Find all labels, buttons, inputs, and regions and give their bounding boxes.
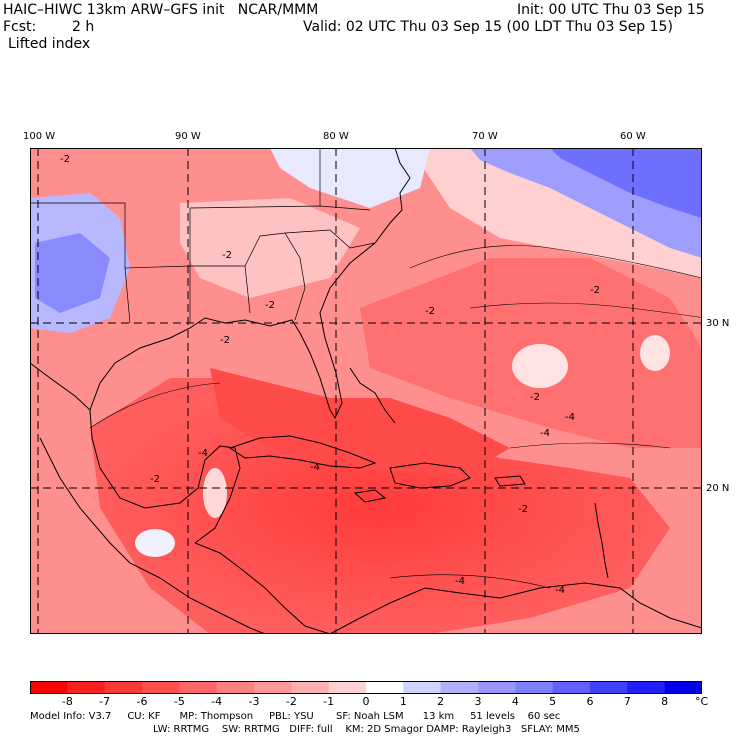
field-light-spot-2 [640, 335, 670, 371]
field-stable-texas-core [35, 233, 110, 313]
contour-label: -2 [220, 335, 230, 346]
contour-label: -2 [518, 504, 528, 515]
field-light-mid-atlantic [270, 148, 430, 208]
contour-label: -4 [310, 462, 320, 473]
field-light-spot-yucatan [203, 468, 227, 518]
colorbar-segment [254, 681, 292, 694]
lat-label-20n: 20 N [706, 483, 730, 494]
contour-label: -4 [455, 576, 465, 587]
colorbar-tick-label: 3 [474, 695, 482, 708]
lat-label-30n: 30 N [706, 318, 730, 329]
colorbar-segment [30, 681, 68, 694]
contour-label: -4 [555, 585, 565, 596]
lifted-index-map: -2 -2 -2 -2 -2 -2 -2 -2 -4 -4 -4 -4 -4 -… [30, 148, 702, 634]
colorbar-segment [291, 681, 330, 694]
colorbar-tick-label: 1 [399, 695, 407, 708]
colorbar-segment [590, 681, 628, 694]
colorbar-segment [440, 681, 479, 694]
model-info-line2: LW: RRTMG SW: RRTMG DIFF: full KM: 2D Sm… [153, 724, 580, 735]
colorbar-unit: °C [695, 695, 709, 708]
coastlines [30, 148, 702, 634]
contour-label: -2 [530, 392, 540, 403]
contour-label: -4 [540, 428, 550, 439]
colorbar-segment [515, 681, 554, 694]
colorbar-segment [552, 681, 591, 694]
colorbar-segment [104, 681, 143, 694]
colorbar-segment [366, 681, 404, 694]
forecast-label: Fcst: [3, 19, 37, 35]
model-title: HAIC–HIWC 13km ARW–GFS init NCAR/MMM [3, 2, 319, 18]
contour-label: -4 [198, 448, 208, 459]
lon-label-60w: 60 W [620, 131, 646, 142]
contours [89, 245, 702, 589]
field-light-se-us [180, 198, 360, 298]
colorbar-tick-label: 0 [362, 695, 370, 708]
colorbar-tick-label: -2 [285, 695, 297, 708]
state-borders [30, 148, 376, 324]
lon-label-90w: 90 W [175, 131, 201, 142]
contour-label: -2 [60, 154, 70, 165]
valid-time: Valid: 02 UTC Thu 03 Sep 15 (00 LDT Thu … [303, 19, 673, 35]
field-stable-ne-core [550, 148, 702, 218]
colorbar-tick-label: -1 [323, 695, 335, 708]
colorbar-segment [478, 681, 516, 694]
colorbar-segment [67, 681, 106, 694]
lon-label-100w: 100 W [23, 131, 56, 142]
contour-label: -2 [425, 306, 435, 317]
colorbar-segment [142, 681, 180, 694]
colorbar-tick-label: -3 [248, 695, 260, 708]
colorbar-segment [403, 681, 442, 694]
contour-label: -2 [265, 300, 275, 311]
colorbar-segment [664, 681, 702, 694]
colorbar-tick-label: 8 [661, 695, 669, 708]
colorbar-segment [627, 681, 666, 694]
colorbar-tick-label: 5 [549, 695, 557, 708]
colorbar [30, 681, 702, 694]
colorbar-tick-label: 4 [511, 695, 519, 708]
field-light-spot-1 [512, 344, 568, 388]
contour-label: -4 [565, 412, 575, 423]
model-info-line1: Model Info: V3.7 CU: KF MP: Thompson PBL… [30, 711, 561, 722]
lon-label-70w: 70 W [472, 131, 498, 142]
lon-label-80w: 80 W [323, 131, 349, 142]
colorbar-tick-label: -4 [211, 695, 223, 708]
init-time: Init: 00 UTC Thu 03 Sep 15 [517, 2, 705, 18]
colorbar-tick-label: 7 [623, 695, 631, 708]
forecast-hour: 2 h [72, 19, 95, 35]
colorbar-tick-label: -6 [136, 695, 148, 708]
contour-label: -2 [590, 285, 600, 296]
field-unstable-gulf-core [210, 368, 510, 478]
field-light-spot-central-america [135, 529, 175, 557]
field-unstable-caribbean [90, 378, 670, 634]
colorbar-segment [216, 681, 255, 694]
colorbar-tick-label: 6 [586, 695, 594, 708]
field-name: Lifted index [8, 36, 91, 52]
colorbar-tick-label: 2 [437, 695, 445, 708]
graticule [30, 148, 702, 634]
colorbar-tick-label: -8 [61, 695, 73, 708]
contour-label: -2 [222, 250, 232, 261]
contour-label-group: -2 -2 -2 -2 -2 -2 -2 -2 -4 -4 -4 -4 -4 -… [60, 154, 600, 596]
colorbar-segment [328, 681, 367, 694]
colorbar-tick-label: -5 [173, 695, 185, 708]
colorbar-segment [179, 681, 218, 694]
map-frame [30, 148, 702, 634]
colorbar-frame [30, 681, 702, 694]
contour-label: -2 [150, 474, 160, 485]
colorbar-tick-label: -7 [99, 695, 111, 708]
